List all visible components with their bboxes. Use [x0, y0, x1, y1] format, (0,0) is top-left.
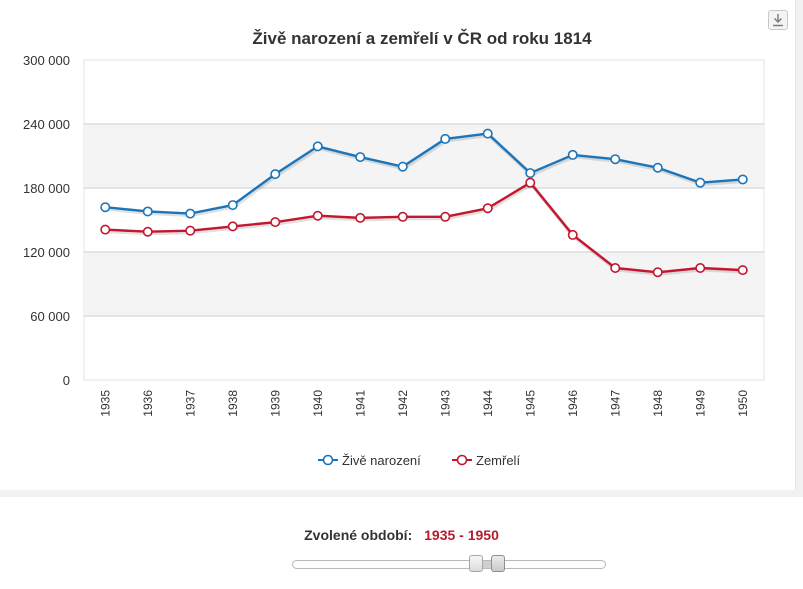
period-slider-range [477, 561, 498, 568]
x-tick-label: 1948 [651, 390, 665, 417]
plot-band [84, 252, 764, 316]
series-line-births [105, 132, 743, 215]
series-shadow-births [106, 133, 744, 218]
y-tick-label: 240 000 [23, 117, 70, 132]
period-label: Zvolené období: [304, 527, 413, 543]
series-shadow-deaths [106, 182, 744, 276]
data-point-deaths[interactable] [312, 210, 323, 221]
data-point-deaths[interactable] [355, 212, 366, 223]
x-tick-label: 1944 [481, 390, 495, 417]
data-point-births[interactable] [270, 169, 281, 180]
line-chart: 0 60 000 120 000 180 000 240 000 300 000 1935… [23, 29, 765, 468]
data-point-births[interactable] [525, 168, 536, 179]
period-row: Zvolené období: 1935 - 1950 [0, 527, 803, 543]
plot-band [84, 124, 764, 188]
x-tick-label: 1946 [566, 390, 580, 417]
data-point-deaths[interactable] [227, 221, 238, 232]
data-point-deaths[interactable] [100, 224, 111, 235]
data-point-births[interactable] [440, 133, 451, 144]
data-point-deaths[interactable] [525, 177, 536, 188]
data-point-deaths[interactable] [440, 211, 451, 222]
data-point-births[interactable] [397, 161, 408, 172]
data-point-births[interactable] [312, 141, 323, 152]
download-icon [773, 14, 783, 27]
series-line-deaths [105, 181, 743, 274]
x-tick-label: 1941 [353, 390, 367, 417]
data-point-births[interactable] [695, 177, 706, 188]
chart-card: 0 60 000 120 000 180 000 240 000 300 000 1935… [0, 0, 796, 490]
period-slider-start-handle[interactable] [469, 555, 483, 572]
y-tick-label: 0 [63, 373, 70, 388]
data-point-deaths[interactable] [397, 211, 408, 222]
period-slider-track[interactable] [292, 560, 606, 569]
x-tick-label: 1949 [693, 390, 707, 417]
x-tick-label: 1947 [608, 390, 622, 417]
data-point-deaths[interactable] [695, 262, 706, 273]
x-tick-label: 1935 [98, 390, 112, 417]
x-tick-label: 1937 [183, 390, 197, 417]
data-point-deaths[interactable] [142, 226, 153, 237]
plot-background [83, 59, 765, 381]
legend-marker-births [322, 454, 334, 466]
data-point-births[interactable] [227, 200, 238, 211]
x-tick-label: 1939 [268, 390, 282, 417]
legend-item-deaths[interactable]: Zemřelí [452, 453, 520, 468]
y-tick-label: 300 000 [23, 53, 70, 68]
data-point-deaths[interactable] [482, 203, 493, 214]
export-button[interactable] [768, 10, 788, 30]
data-point-deaths[interactable] [652, 267, 663, 278]
x-tick-label: 1943 [438, 390, 452, 417]
legend-item-births[interactable]: Živě narození [318, 453, 421, 468]
y-tick-label: 180 000 [23, 181, 70, 196]
period-slider-end-handle[interactable] [491, 555, 505, 572]
data-point-deaths[interactable] [270, 217, 281, 228]
data-point-births[interactable] [652, 162, 663, 173]
data-point-births[interactable] [142, 206, 153, 217]
x-tick-label: 1940 [311, 390, 325, 417]
x-tick-label: 1950 [736, 390, 750, 417]
data-point-deaths[interactable] [185, 225, 196, 236]
period-panel: Zvolené období: 1935 - 1950 [0, 497, 803, 589]
y-tick-label: 60 000 [30, 309, 70, 324]
chart-title: Živě narození a zemřelí v ČR od roku 181… [252, 29, 592, 48]
x-tick-label: 1938 [226, 390, 240, 417]
data-point-deaths[interactable] [567, 229, 578, 240]
data-point-births[interactable] [482, 128, 493, 139]
data-point-deaths[interactable] [737, 265, 748, 276]
period-value: 1935 - 1950 [424, 527, 499, 543]
data-point-births[interactable] [610, 154, 621, 165]
data-point-births[interactable] [100, 202, 111, 213]
x-tick-label: 1936 [141, 390, 155, 417]
legend-label-deaths: Zemřelí [476, 453, 520, 468]
legend-label-births: Živě narození [342, 453, 421, 468]
legend: Živě narození Zemřelí [318, 453, 520, 468]
x-tick-label: 1945 [523, 390, 537, 417]
data-point-births[interactable] [737, 174, 748, 185]
legend-marker-deaths [456, 454, 468, 466]
data-point-births[interactable] [567, 149, 578, 160]
y-tick-label: 120 000 [23, 245, 70, 260]
data-point-births[interactable] [355, 152, 366, 163]
data-point-deaths[interactable] [610, 262, 621, 273]
x-tick-label: 1942 [396, 390, 410, 417]
data-point-births[interactable] [185, 208, 196, 219]
